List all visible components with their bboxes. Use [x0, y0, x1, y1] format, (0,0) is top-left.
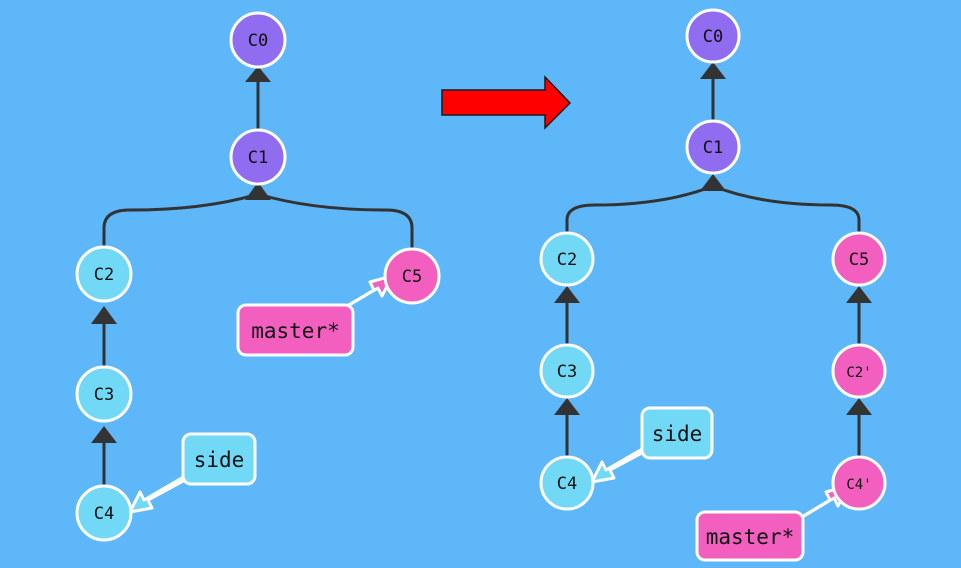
master-branch-tag	[236, 303, 355, 357]
commit-node-c1: C1	[229, 128, 287, 186]
commit-label: C0	[703, 27, 723, 47]
commit-node-c3: C3	[539, 343, 595, 399]
side-branch-tag	[181, 432, 257, 486]
commit-label: C2	[94, 265, 114, 285]
commit-node-c0: C0	[685, 8, 741, 64]
before-edges	[102, 80, 414, 488]
after-arrowheads	[554, 62, 872, 415]
commit-node-c2: C2	[75, 245, 133, 303]
side-branch-label: side	[652, 422, 703, 446]
edge-c5-c1	[257, 192, 414, 248]
commit-node-c2-prime: C2'	[831, 343, 887, 399]
before-graph: master* side C0 C1 C2 C3	[75, 11, 441, 542]
commit-node-c2: C2	[539, 231, 595, 287]
commit-label: C2	[557, 250, 577, 270]
arrowhead-to-c1	[700, 174, 726, 191]
master-branch-tag	[695, 510, 805, 562]
commit-label: C2'	[846, 365, 871, 381]
after-branch-side: side	[590, 406, 714, 484]
master-branch-label: master*	[251, 319, 340, 343]
commit-label: C1	[248, 148, 268, 168]
arrowhead-to-c0	[245, 66, 271, 82]
master-branch-label: master*	[706, 525, 795, 549]
edge-c5-c1	[712, 184, 861, 233]
before-branch-side: side	[128, 432, 257, 514]
commit-node-c4: C4	[539, 455, 595, 511]
commit-label: C0	[248, 31, 268, 51]
commit-label: C3	[94, 385, 114, 405]
arrowhead-to-c5	[846, 286, 872, 303]
commit-node-c4-prime: C4'	[831, 455, 887, 511]
after-edges	[565, 76, 861, 456]
arrowhead-to-c2	[91, 306, 117, 324]
arrowhead-to-c0	[700, 62, 726, 79]
arrowhead-to-c3	[91, 426, 117, 443]
commit-node-c0: C0	[229, 11, 287, 69]
side-branch-tag	[640, 406, 714, 460]
commit-node-c5: C5	[383, 247, 441, 305]
arrowhead-to-c2	[554, 286, 580, 303]
commit-node-c5: C5	[831, 231, 887, 287]
commit-label: C4	[94, 504, 114, 524]
commit-node-c1: C1	[685, 119, 741, 175]
commit-node-c4: C4	[75, 484, 133, 542]
right-arrow-icon	[441, 75, 572, 130]
side-branch-label: side	[194, 448, 245, 472]
arrowhead-to-c3	[554, 398, 580, 415]
after-graph: side master* C0 C1 C2	[539, 8, 887, 562]
commit-label: C5	[849, 250, 869, 270]
commit-label: C4	[557, 474, 577, 494]
commit-label: C4'	[846, 477, 871, 493]
arrowhead-to-c1	[245, 182, 271, 200]
edge-c2-c1	[102, 192, 259, 247]
before-branch-master: master*	[236, 274, 394, 357]
arrowhead-to-c2p	[846, 398, 872, 415]
after-branch-master: master*	[695, 484, 850, 562]
before-arrowheads	[91, 66, 271, 443]
commit-label: C1	[703, 138, 723, 158]
commit-node-c3: C3	[75, 365, 133, 423]
commit-label: C5	[402, 267, 422, 287]
edge-c2-c1	[565, 184, 714, 233]
commit-label: C3	[557, 362, 577, 382]
